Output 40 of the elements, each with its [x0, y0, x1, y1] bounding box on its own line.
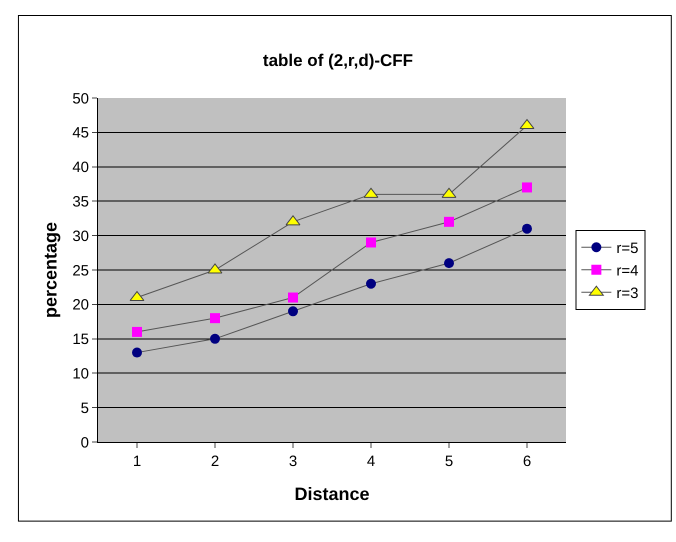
- point: [520, 119, 534, 130]
- point: [210, 313, 220, 324]
- point: [286, 215, 300, 226]
- x-tick-label: 2: [210, 453, 220, 470]
- x-tick-label: 1: [132, 453, 142, 470]
- point: [288, 292, 298, 303]
- y-tick-label: 10: [72, 365, 89, 382]
- x-tick-label: 6: [522, 453, 532, 470]
- y-tick-label: 20: [72, 296, 89, 314]
- y-tick-label: 30: [72, 228, 89, 245]
- y-tick-label: 15: [72, 331, 89, 348]
- point: [364, 188, 378, 198]
- point: [444, 258, 454, 268]
- x-tick-label: 4: [366, 453, 376, 470]
- x-axis-title: Distance: [294, 484, 370, 504]
- y-tick-label: 35: [72, 193, 89, 210]
- legend-label: r=4: [616, 262, 638, 280]
- point: [366, 278, 376, 289]
- y-tick-label: 40: [72, 159, 89, 176]
- point: [132, 326, 142, 337]
- chart-title: table of (2,r,d)-CFF: [262, 51, 414, 70]
- x-tick-label: 5: [444, 453, 454, 470]
- x-tick-label: 3: [288, 453, 298, 470]
- y-tick-label: 0: [80, 434, 89, 452]
- legend-label: r=3: [616, 285, 638, 302]
- point: [444, 216, 454, 227]
- point: [210, 334, 220, 344]
- legend-label: r=5: [616, 240, 638, 258]
- y-tick-label: 50: [72, 90, 89, 108]
- y-tick-label: 5: [80, 400, 89, 417]
- y-tick-label: 25: [72, 262, 89, 280]
- point: [522, 182, 532, 192]
- point: [522, 224, 532, 234]
- point: [130, 291, 144, 302]
- point: [288, 306, 298, 316]
- point: [132, 348, 142, 358]
- y-tick-label: 45: [72, 124, 89, 142]
- point: [442, 188, 456, 198]
- point: [366, 237, 376, 248]
- y-axis-title: percentage: [40, 222, 61, 318]
